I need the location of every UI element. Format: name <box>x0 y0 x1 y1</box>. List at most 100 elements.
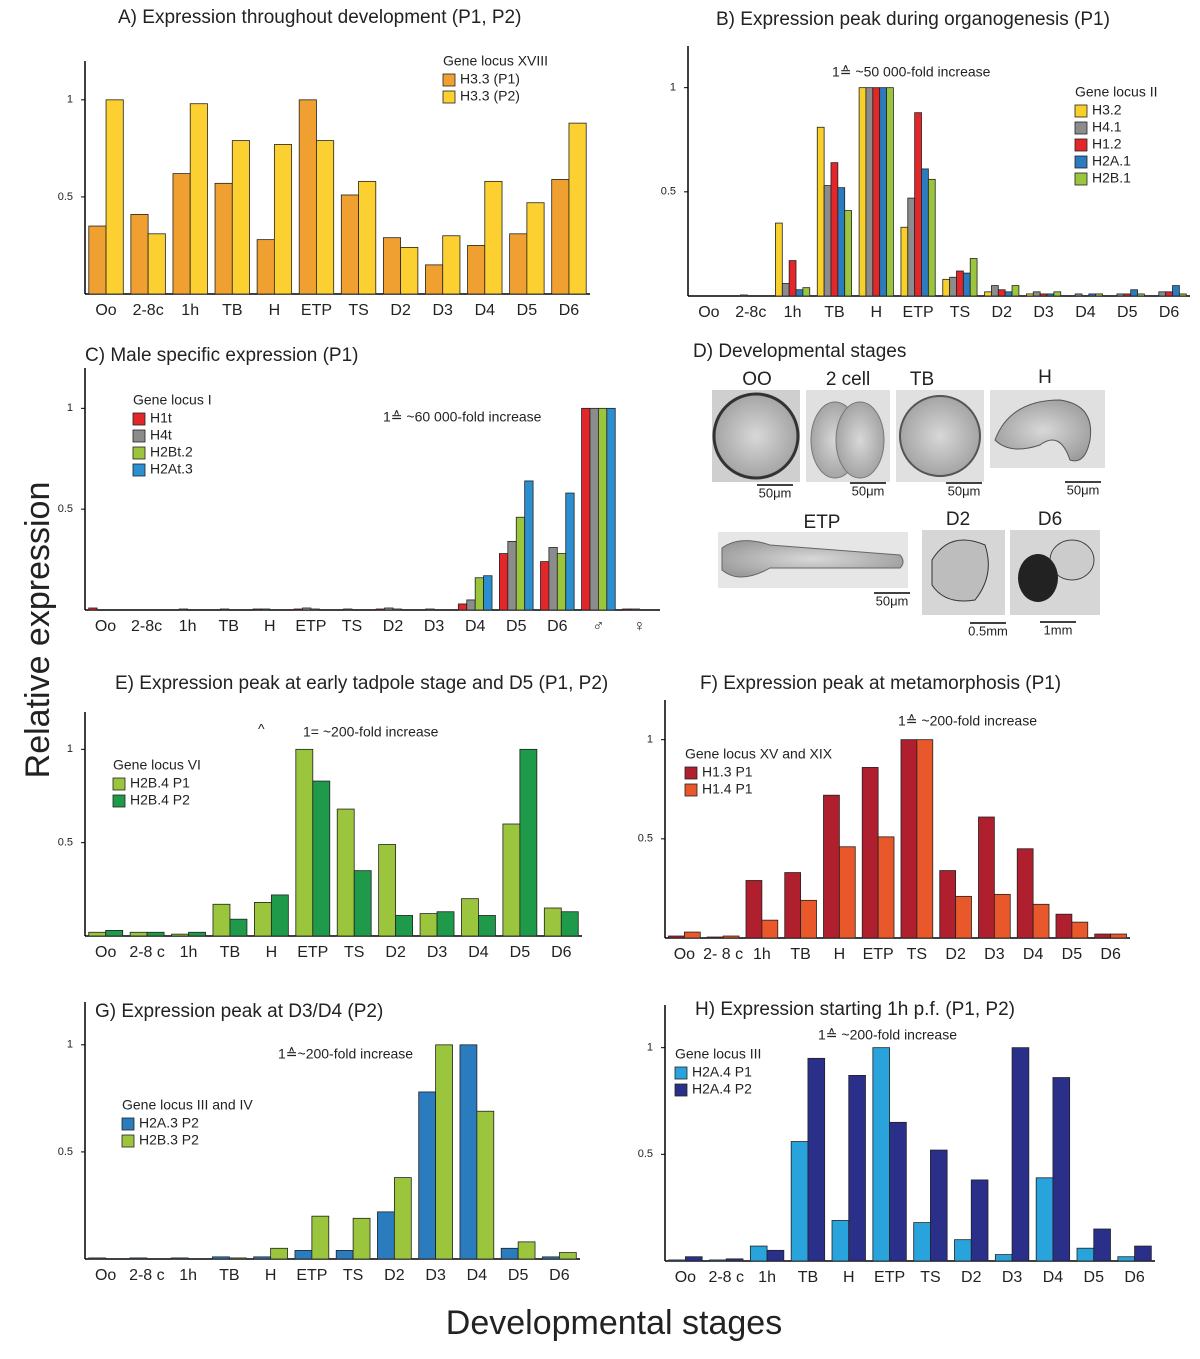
image-label: TB <box>910 369 934 390</box>
x-tick-label: 2-8 c <box>129 944 165 961</box>
x-tick-label: D6 <box>1100 946 1121 963</box>
legend-swatch <box>121 1117 135 1131</box>
chart-panel: C) Male specific expression (P1) 0.5 1 Oo 2-… <box>58 345 660 635</box>
legend-label: H2B.3 P2 <box>139 1132 199 1148</box>
bar <box>1117 1256 1135 1262</box>
bar <box>476 1110 495 1260</box>
image <box>712 392 800 480</box>
bar <box>146 931 165 937</box>
chart-panel: A) Expression throughout development (P1… <box>58 7 590 319</box>
bar <box>900 739 918 939</box>
bar <box>823 185 832 297</box>
bar <box>171 933 189 937</box>
bar <box>273 144 293 295</box>
bar <box>425 264 444 295</box>
bar <box>558 1252 577 1260</box>
bar <box>955 895 972 939</box>
legend-label: H3.3 (P1) <box>460 71 520 87</box>
x-tick-label: H <box>265 1267 277 1284</box>
bar <box>88 931 107 937</box>
x-tick-label: H <box>269 302 281 319</box>
panel-title: D) Developmental stages <box>693 341 906 362</box>
x-tick-label: D3 <box>1033 304 1054 321</box>
x-tick-label: H <box>264 618 276 635</box>
bar <box>831 1220 850 1262</box>
legend-label: H3.3 (P2) <box>460 88 520 104</box>
legend-swatch <box>132 412 146 426</box>
bar <box>384 607 394 611</box>
bar <box>802 287 811 297</box>
y-tick-label: 0.5 <box>58 503 73 515</box>
x-tick-label: TB <box>222 302 242 319</box>
y-tick-label: 0.5 <box>638 1148 653 1160</box>
bar <box>312 780 331 937</box>
legend-label: H2A.3 P2 <box>139 1115 199 1131</box>
bar <box>551 179 570 295</box>
bar <box>540 561 550 611</box>
legend-swatch <box>684 766 698 780</box>
bar <box>597 407 608 611</box>
bar <box>807 1057 826 1262</box>
bar <box>502 823 521 937</box>
x-tick-label: Oo <box>675 1269 696 1286</box>
bar <box>606 407 616 611</box>
x-tick-label: 2-8 c <box>129 1267 165 1284</box>
y-tick-label: 0.5 <box>638 833 653 845</box>
bar <box>956 270 964 297</box>
bar <box>442 235 461 295</box>
y-tick-label: 1 <box>647 1042 653 1054</box>
chart-panel: E) Expression peak at early tadpole stag… <box>58 673 609 961</box>
bar <box>668 1259 686 1262</box>
x-tick-label: 1h <box>180 944 198 961</box>
bar <box>295 748 314 937</box>
x-tick-label: Oo <box>674 946 695 963</box>
x-tick-label: 2- 8 c <box>703 946 743 963</box>
legend-swatch <box>1074 155 1088 169</box>
micrographs <box>712 390 1105 615</box>
chart-panel: H) Expression starting 1h p.f. (P1, P2) 0… <box>638 999 1155 1286</box>
bar <box>1178 293 1187 297</box>
bar <box>436 911 455 937</box>
bar <box>294 1250 313 1260</box>
legend-label: H2B.1 <box>1092 170 1131 186</box>
x-tick-label: D3 <box>1002 1269 1023 1286</box>
bar <box>1035 1177 1054 1262</box>
bar <box>1032 291 1041 297</box>
bar <box>1039 293 1048 297</box>
bar <box>228 1257 247 1260</box>
bar <box>253 1256 272 1260</box>
annotation: 1≙ ~50 000-fold increase <box>832 64 991 80</box>
bar <box>1071 921 1089 939</box>
bar <box>400 246 419 295</box>
x-tick-label: 2-8c <box>131 618 162 635</box>
x-tick-label: Oo <box>95 302 116 319</box>
chart-title: B) Expression peak during organogenesis … <box>716 9 1110 30</box>
bar <box>435 1044 453 1260</box>
bar <box>984 291 992 297</box>
legend-label: H1t <box>150 410 172 426</box>
annotation: 1≙ ~200-fold increase <box>898 713 1037 729</box>
y-tick-label: 0.5 <box>58 191 73 203</box>
bar <box>377 1211 395 1260</box>
bar <box>1094 933 1112 939</box>
legend-swatch <box>442 90 456 104</box>
x-tick-label: D5 <box>1062 946 1083 963</box>
image <box>899 395 981 477</box>
bar <box>872 87 881 297</box>
bar <box>766 1249 785 1262</box>
bar <box>1134 1245 1152 1262</box>
bar <box>954 1239 972 1262</box>
image-label: D6 <box>1038 509 1062 530</box>
bar <box>560 911 579 937</box>
bar <box>1053 291 1062 297</box>
bar <box>509 233 528 295</box>
x-tick-label: ETP <box>301 302 332 319</box>
bar <box>969 258 978 297</box>
bar <box>1110 933 1127 939</box>
bar <box>548 547 558 611</box>
legend-swatch <box>132 463 146 477</box>
annotation: ^ <box>258 721 265 737</box>
bar <box>761 919 779 939</box>
legend-title: Gene locus III <box>675 1046 761 1062</box>
legend-swatch <box>674 1083 688 1097</box>
